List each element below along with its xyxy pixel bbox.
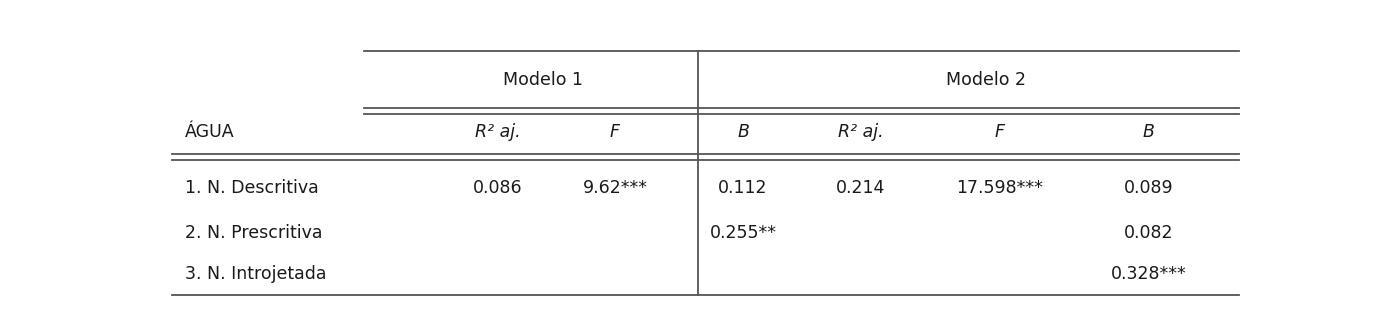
Text: 0.255**: 0.255** xyxy=(709,224,777,242)
Text: B: B xyxy=(737,123,749,141)
Text: Modelo 2: Modelo 2 xyxy=(946,71,1026,89)
Text: 1. N. Descritiva: 1. N. Descritiva xyxy=(185,179,318,197)
Text: R² aj.: R² aj. xyxy=(837,123,883,141)
Text: Modelo 1: Modelo 1 xyxy=(503,71,582,89)
Text: 3. N. Introjetada: 3. N. Introjetada xyxy=(185,265,326,283)
Text: F: F xyxy=(610,123,620,141)
Text: B: B xyxy=(1143,123,1154,141)
Text: 17.598***: 17.598*** xyxy=(956,179,1042,197)
Text: 0.082: 0.082 xyxy=(1124,224,1173,242)
Text: 0.089: 0.089 xyxy=(1124,179,1173,197)
Text: 9.62***: 9.62*** xyxy=(582,179,647,197)
Text: F: F xyxy=(994,123,1004,141)
Text: 0.112: 0.112 xyxy=(719,179,768,197)
Text: 0.214: 0.214 xyxy=(836,179,885,197)
Text: 0.086: 0.086 xyxy=(472,179,522,197)
Text: 0.328***: 0.328*** xyxy=(1111,265,1187,283)
Text: R² aj.: R² aj. xyxy=(475,123,521,141)
Text: ÁGUA: ÁGUA xyxy=(185,123,234,141)
Text: 2. N. Prescritiva: 2. N. Prescritiva xyxy=(185,224,322,242)
